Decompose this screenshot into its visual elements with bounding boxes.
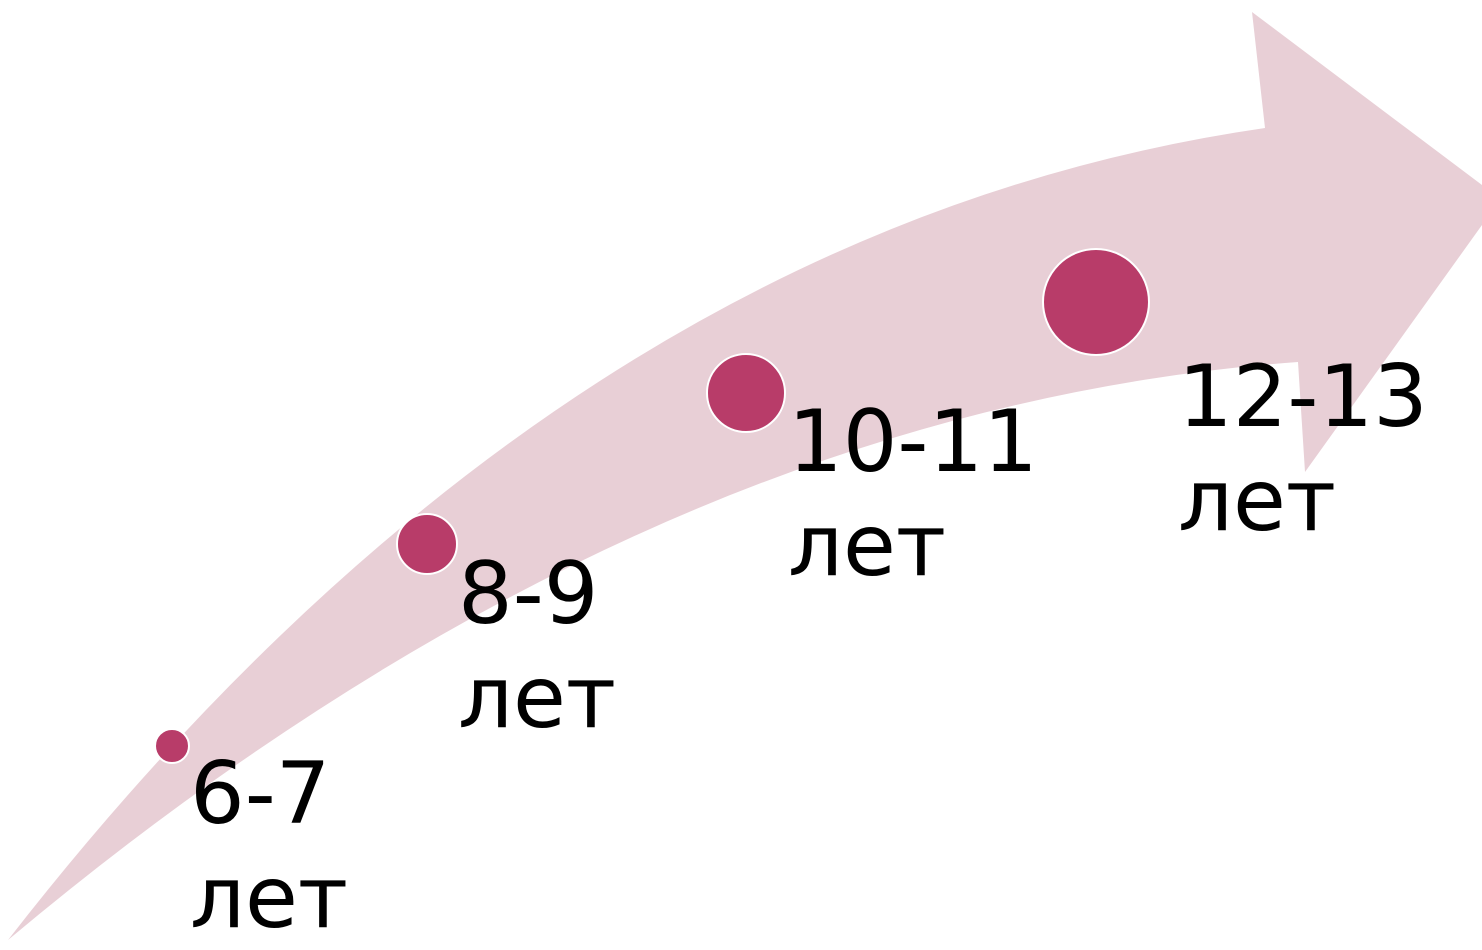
stage-label-10-11: 10-11 лет [788,390,1038,598]
stage-dot-6-7 [154,728,190,764]
stage-dot-12-13 [1042,248,1150,356]
stage-label-8-9: 8-9 лет [458,542,616,750]
stage-range: 8-9 [458,544,599,644]
stage-range: 10-11 [788,392,1038,492]
stage-unit: лет [788,496,946,596]
stage-label-12-13: 12-13 лет [1178,345,1428,553]
stage-range: 12-13 [1178,347,1428,447]
stage-dot-10-11 [706,353,786,433]
stage-range: 6-7 [190,744,331,844]
stage-unit: лет [1178,451,1336,551]
stage-unit: лет [190,848,348,948]
stage-unit: лет [458,648,616,748]
curved-arrow [8,12,1482,940]
stage-label-6-7: 6-7 лет [190,742,348,950]
stage-dot-8-9 [396,513,458,575]
